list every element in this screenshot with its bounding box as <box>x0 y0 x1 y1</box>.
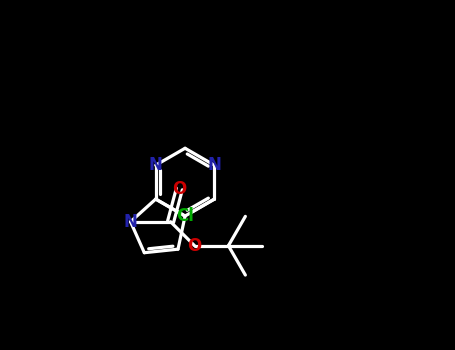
Text: Cl: Cl <box>176 207 194 225</box>
Text: O: O <box>172 180 187 198</box>
Text: N: N <box>207 156 221 174</box>
Text: O: O <box>187 237 202 255</box>
Text: N: N <box>124 213 137 231</box>
Text: N: N <box>149 156 162 174</box>
